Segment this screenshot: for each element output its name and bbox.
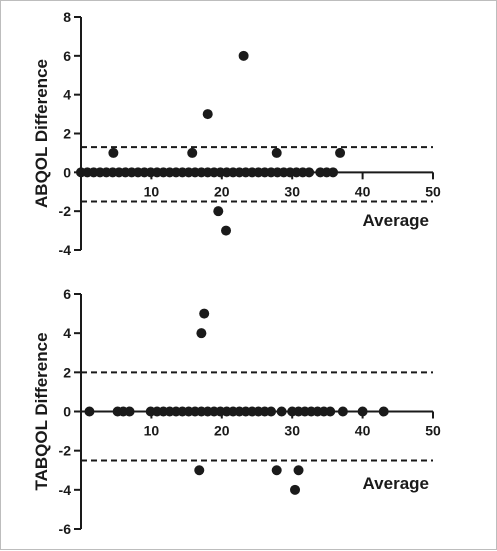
data-point <box>304 167 315 178</box>
data-point <box>293 465 304 476</box>
data-point <box>187 147 198 158</box>
x-axis-label: Average <box>363 211 429 230</box>
y-tick-label: -4 <box>59 482 72 498</box>
data-point <box>199 308 210 319</box>
data-point <box>84 406 95 417</box>
chart-panel-1: -4 -2 0 2 4 6 8 10 20 30 40 50 ABQOL Difference Avera… <box>32 9 441 258</box>
data-point <box>328 167 339 178</box>
y-tick-label: 4 <box>63 87 71 103</box>
data-point <box>290 484 301 495</box>
data-point <box>196 328 207 339</box>
data-point <box>378 406 389 417</box>
data-point <box>271 147 282 158</box>
data-point <box>337 406 348 417</box>
data-point <box>266 406 277 417</box>
data-point <box>202 109 213 120</box>
y-tick-label: 8 <box>63 9 71 25</box>
y-tick-label: 6 <box>63 286 71 302</box>
data-point <box>221 225 232 236</box>
chart-panel-2: -6 -4 -2 0 2 4 6 10 20 30 40 50 TABQOL Difference Ave… <box>32 286 441 537</box>
y-tick-label: 0 <box>63 404 71 420</box>
y-tick-label: -4 <box>59 242 72 258</box>
x-tick-label: 40 <box>355 183 371 199</box>
data-point <box>194 465 205 476</box>
x-tick-label: 10 <box>144 423 160 439</box>
x-tick-label: 30 <box>284 183 300 199</box>
x-tick-label: 10 <box>144 183 160 199</box>
x-tick-label: 50 <box>425 183 441 199</box>
data-point <box>238 50 249 61</box>
y-tick-label: 6 <box>63 48 71 64</box>
y-tick-label: 2 <box>63 364 71 380</box>
y-tick-label: 2 <box>63 126 71 142</box>
y-tick-label: 0 <box>63 164 71 180</box>
data-point <box>276 406 287 417</box>
x-axis-label: Average <box>363 474 429 493</box>
data-point <box>325 406 336 417</box>
y-axis-label: ABQOL Difference <box>32 59 51 208</box>
y-tick-label: -2 <box>59 443 72 459</box>
data-point <box>335 147 346 158</box>
data-point <box>213 206 224 217</box>
x-tick-label: 20 <box>214 183 230 199</box>
data-point <box>271 465 282 476</box>
data-point <box>357 406 368 417</box>
x-tick-label: 40 <box>355 423 371 439</box>
x-tick-label: 50 <box>425 423 441 439</box>
x-tick-label: 30 <box>284 423 300 439</box>
y-tick-label: 4 <box>63 325 71 341</box>
data-point <box>108 147 119 158</box>
data-point <box>124 406 135 417</box>
y-axis-label: TABQOL Difference <box>32 332 51 490</box>
y-tick-label: -2 <box>59 203 72 219</box>
y-tick-label: -6 <box>59 521 72 537</box>
x-tick-label: 20 <box>214 423 230 439</box>
